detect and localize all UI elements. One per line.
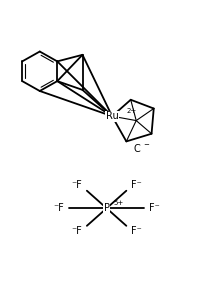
Text: ⁻F: ⁻F bbox=[53, 203, 64, 213]
Text: Ru: Ru bbox=[106, 111, 119, 121]
Text: 5+: 5+ bbox=[114, 200, 124, 206]
Text: 2+: 2+ bbox=[127, 108, 137, 114]
Text: −: − bbox=[143, 142, 149, 148]
Text: ⁻F: ⁻F bbox=[72, 180, 82, 190]
Text: ⁻F: ⁻F bbox=[72, 226, 82, 236]
Text: P: P bbox=[104, 203, 110, 213]
Text: F⁻: F⁻ bbox=[149, 203, 160, 213]
Text: F⁻: F⁻ bbox=[131, 226, 142, 236]
Text: F⁻: F⁻ bbox=[131, 180, 142, 190]
Text: C: C bbox=[134, 144, 141, 154]
